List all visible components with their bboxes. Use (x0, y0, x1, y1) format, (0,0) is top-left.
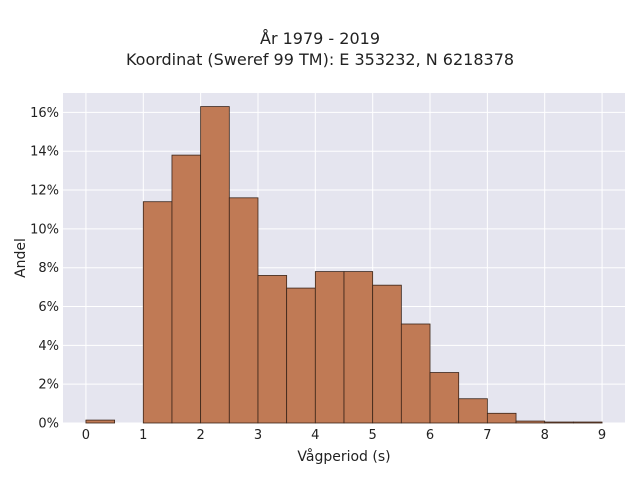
histogram-bar (286, 287, 316, 424)
histogram-bar (200, 106, 230, 424)
x-tick-label: 2 (196, 428, 204, 443)
histogram-bar (429, 372, 460, 424)
x-tick-label: 9 (598, 428, 606, 443)
x-tick-label: 5 (369, 428, 377, 443)
bars (85, 106, 603, 424)
histogram-bar (486, 412, 517, 424)
x-tick-label: 3 (254, 428, 262, 443)
histogram-bar (171, 154, 202, 424)
y-tick-label: 12% (30, 184, 59, 199)
y-tick-label: 14% (30, 145, 59, 160)
histogram-bar (372, 284, 402, 424)
y-ticks: 0% 2% 4% 6% 8% 10% 12% 14% 16% (30, 106, 59, 432)
y-tick-label: 4% (38, 339, 59, 354)
chart-subtitle: Koordinat (Sweref 99 TM): E 353232, N 62… (125, 50, 515, 69)
y-tick-label: 6% (38, 300, 59, 315)
x-tick-label: 7 (483, 428, 491, 443)
y-tick-label: 8% (38, 261, 59, 276)
histogram-bar (458, 398, 488, 424)
x-tick-label: 8 (541, 428, 549, 443)
histogram-bar (572, 421, 603, 424)
chart-title: År 1979 - 2019 (260, 29, 380, 48)
histogram-bar (400, 323, 431, 424)
histogram-bar (85, 419, 116, 424)
histogram-bar (515, 420, 546, 424)
x-tick-label: 6 (426, 428, 434, 443)
x-tick-label: 1 (139, 428, 147, 443)
y-axis-label: Andel (13, 238, 29, 278)
histogram-bar (343, 271, 374, 424)
y-tick-label: 0% (38, 417, 59, 432)
y-tick-label: 2% (38, 378, 59, 393)
histogram-bar (544, 421, 574, 424)
histogram-bar (142, 201, 173, 424)
x-tick-label: 4 (311, 428, 319, 443)
x-axis-label: Vågperiod (s) (297, 448, 390, 465)
histogram-bar (228, 197, 259, 424)
y-tick-label: 16% (30, 106, 59, 121)
x-tick-label: 0 (82, 428, 90, 443)
histogram-bar (257, 275, 288, 424)
histogram-bar (314, 271, 345, 424)
chart-title-block: År 1979 - 2019 Koordinat (Sweref 99 TM):… (0, 28, 640, 70)
x-ticks: 0 1 2 3 4 5 6 7 8 9 (82, 428, 606, 443)
y-tick-label: 10% (30, 222, 59, 237)
